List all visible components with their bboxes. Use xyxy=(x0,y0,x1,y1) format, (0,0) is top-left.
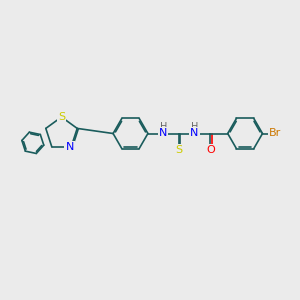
Text: N: N xyxy=(159,128,167,138)
Text: N: N xyxy=(65,142,74,152)
Text: N: N xyxy=(190,128,199,138)
Text: S: S xyxy=(58,112,65,122)
Text: H: H xyxy=(160,122,167,132)
Text: S: S xyxy=(176,145,183,155)
Text: Br: Br xyxy=(269,128,281,139)
Text: H: H xyxy=(191,122,198,132)
Text: O: O xyxy=(206,145,215,155)
